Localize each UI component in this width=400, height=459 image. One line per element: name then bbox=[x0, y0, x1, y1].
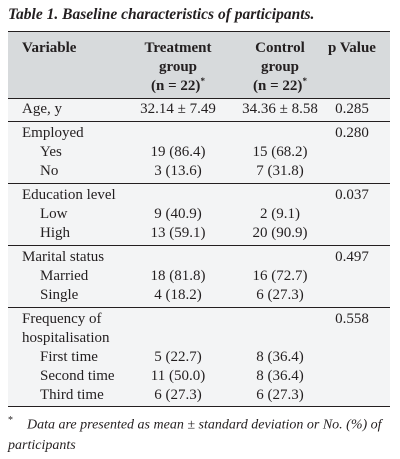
cell-marital-single-treatment: 4 (18.2) bbox=[154, 287, 202, 303]
row-label-education-low: Low bbox=[40, 206, 68, 222]
header-pvalue: p Value bbox=[328, 40, 376, 56]
divider bbox=[8, 307, 390, 308]
cell-education-low-control: 2 (9.1) bbox=[260, 206, 300, 222]
row-label-employed-no: No bbox=[40, 163, 59, 179]
table-header: Variable Treatment group (n = 22)* Contr… bbox=[8, 32, 390, 98]
cell-age-treatment: 32.14 ± 7.49 bbox=[140, 101, 216, 117]
cell-hosp-first-treatment: 5 (22.7) bbox=[154, 349, 202, 365]
cell-education-high-treatment: 13 (59.1) bbox=[150, 225, 206, 241]
cell-education-p: 0.037 bbox=[335, 187, 369, 203]
table-caption: Table 1. Baseline characteristics of par… bbox=[8, 6, 315, 23]
row-label-hospitalisation-line2: hospitalisation bbox=[22, 330, 110, 346]
cell-employed-yes-treatment: 19 (86.4) bbox=[150, 144, 206, 160]
cell-marital-p: 0.497 bbox=[335, 249, 369, 265]
row-label-hosp-third: Third time bbox=[40, 387, 104, 403]
baseline-table: Variable Treatment group (n = 22)* Contr… bbox=[8, 31, 390, 407]
cell-marital-single-control: 6 (27.3) bbox=[256, 287, 304, 303]
row-label-hospitalisation-line1: Frequency of bbox=[22, 311, 102, 327]
cell-hosp-second-control: 8 (36.4) bbox=[256, 368, 304, 384]
footnote-text: Data are presented as mean ± standard de… bbox=[8, 417, 382, 453]
table-footnote: * Data are presented as mean ± standard d… bbox=[8, 411, 393, 456]
cell-hosp-first-control: 8 (36.4) bbox=[256, 349, 304, 365]
row-label-hosp-first: First time bbox=[40, 349, 98, 365]
cell-age-control: 34.36 ± 8.58 bbox=[242, 101, 318, 117]
row-label-employed-yes: Yes bbox=[40, 144, 62, 160]
cell-hosp-second-treatment: 11 (50.0) bbox=[150, 368, 206, 384]
row-label-marital: Marital status bbox=[22, 249, 105, 265]
divider bbox=[8, 245, 390, 246]
cell-age-p: 0.285 bbox=[335, 101, 369, 117]
row-label-marital-married: Married bbox=[40, 268, 89, 284]
row-label-education: Education level bbox=[22, 187, 116, 203]
cell-marital-married-control: 16 (72.7) bbox=[252, 268, 308, 284]
cell-hosp-third-treatment: 6 (27.3) bbox=[154, 387, 202, 403]
row-label-education-high: High bbox=[40, 225, 70, 241]
footnote-mark: * bbox=[8, 415, 13, 426]
header-treatment-line2: group bbox=[158, 59, 198, 75]
header-variable: Variable bbox=[22, 40, 77, 56]
header-control-line1: Control bbox=[255, 40, 305, 56]
cell-hosp-third-control: 6 (27.3) bbox=[256, 387, 304, 403]
cell-marital-married-treatment: 18 (81.8) bbox=[150, 268, 206, 284]
divider bbox=[8, 98, 390, 99]
header-treatment-line1: Treatment bbox=[144, 40, 212, 56]
cell-hospitalisation-p: 0.558 bbox=[335, 311, 369, 327]
row-label-employed: Employed bbox=[22, 125, 84, 141]
cell-employed-no-treatment: 3 (13.6) bbox=[154, 163, 202, 179]
cell-employed-yes-control: 15 (68.2) bbox=[252, 144, 308, 160]
row-label-age: Age, y bbox=[22, 101, 62, 117]
divider bbox=[8, 121, 390, 122]
row-label-hosp-second: Second time bbox=[40, 368, 115, 384]
cell-education-low-treatment: 9 (40.9) bbox=[154, 206, 202, 222]
row-label-marital-single: Single bbox=[40, 287, 79, 303]
header-treatment-n: (n = 22)* bbox=[151, 76, 205, 95]
header-control-n: (n = 22)* bbox=[253, 76, 307, 95]
cell-education-high-control: 20 (90.9) bbox=[252, 225, 308, 241]
divider bbox=[8, 183, 390, 184]
cell-employed-p: 0.280 bbox=[335, 125, 369, 141]
cell-employed-no-control: 7 (31.8) bbox=[256, 163, 304, 179]
header-control-line2: group bbox=[260, 59, 300, 75]
